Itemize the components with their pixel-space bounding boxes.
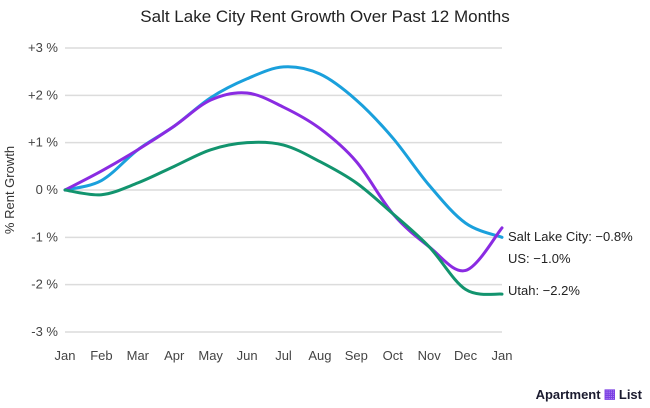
y-tick-label: -3 %	[31, 324, 58, 339]
chart-title: Salt Lake City Rent Growth Over Past 12 …	[140, 7, 509, 26]
series-line-0	[63, 65, 504, 239]
x-tick-label: Jul	[275, 348, 292, 363]
x-tick-label: Mar	[127, 348, 150, 363]
annotation-utah: Utah: −2.2%	[508, 283, 580, 298]
annotation-us: US: −1.0%	[508, 251, 571, 266]
y-tick-label: +2 %	[28, 87, 58, 102]
apartment-list-logo: Apartment ▦ List	[536, 386, 642, 402]
x-tick-label: Aug	[308, 348, 331, 363]
annotation-salt-lake-city: Salt Lake City: −0.8%	[508, 229, 633, 244]
x-tick-label: May	[198, 348, 223, 363]
x-tick-label: Apr	[164, 348, 185, 363]
y-axis-label: % Rent Growth	[2, 146, 17, 234]
y-tick-label: +1 %	[28, 135, 58, 150]
x-tick-label: Jan	[492, 348, 513, 363]
y-tick-label: +3 %	[28, 40, 58, 55]
x-tick-label: Oct	[383, 348, 404, 363]
logo-text: Apartment	[535, 386, 601, 402]
x-tick-label: Jun	[237, 348, 258, 363]
series-line-2	[63, 140, 504, 296]
series-line-1	[63, 91, 504, 273]
logo-mark-icon: ▦	[603, 386, 616, 401]
x-tick-label: Sep	[345, 348, 368, 363]
x-tick-label: Dec	[454, 348, 478, 363]
y-tick-label: -2 %	[31, 277, 58, 292]
y-tick-label: -1 %	[31, 229, 58, 244]
x-tick-label: Jan	[55, 348, 76, 363]
y-tick-label: 0 %	[36, 182, 59, 197]
x-tick-label: Nov	[418, 348, 442, 363]
logo-text: List	[618, 386, 642, 402]
x-tick-label: Feb	[90, 348, 112, 363]
